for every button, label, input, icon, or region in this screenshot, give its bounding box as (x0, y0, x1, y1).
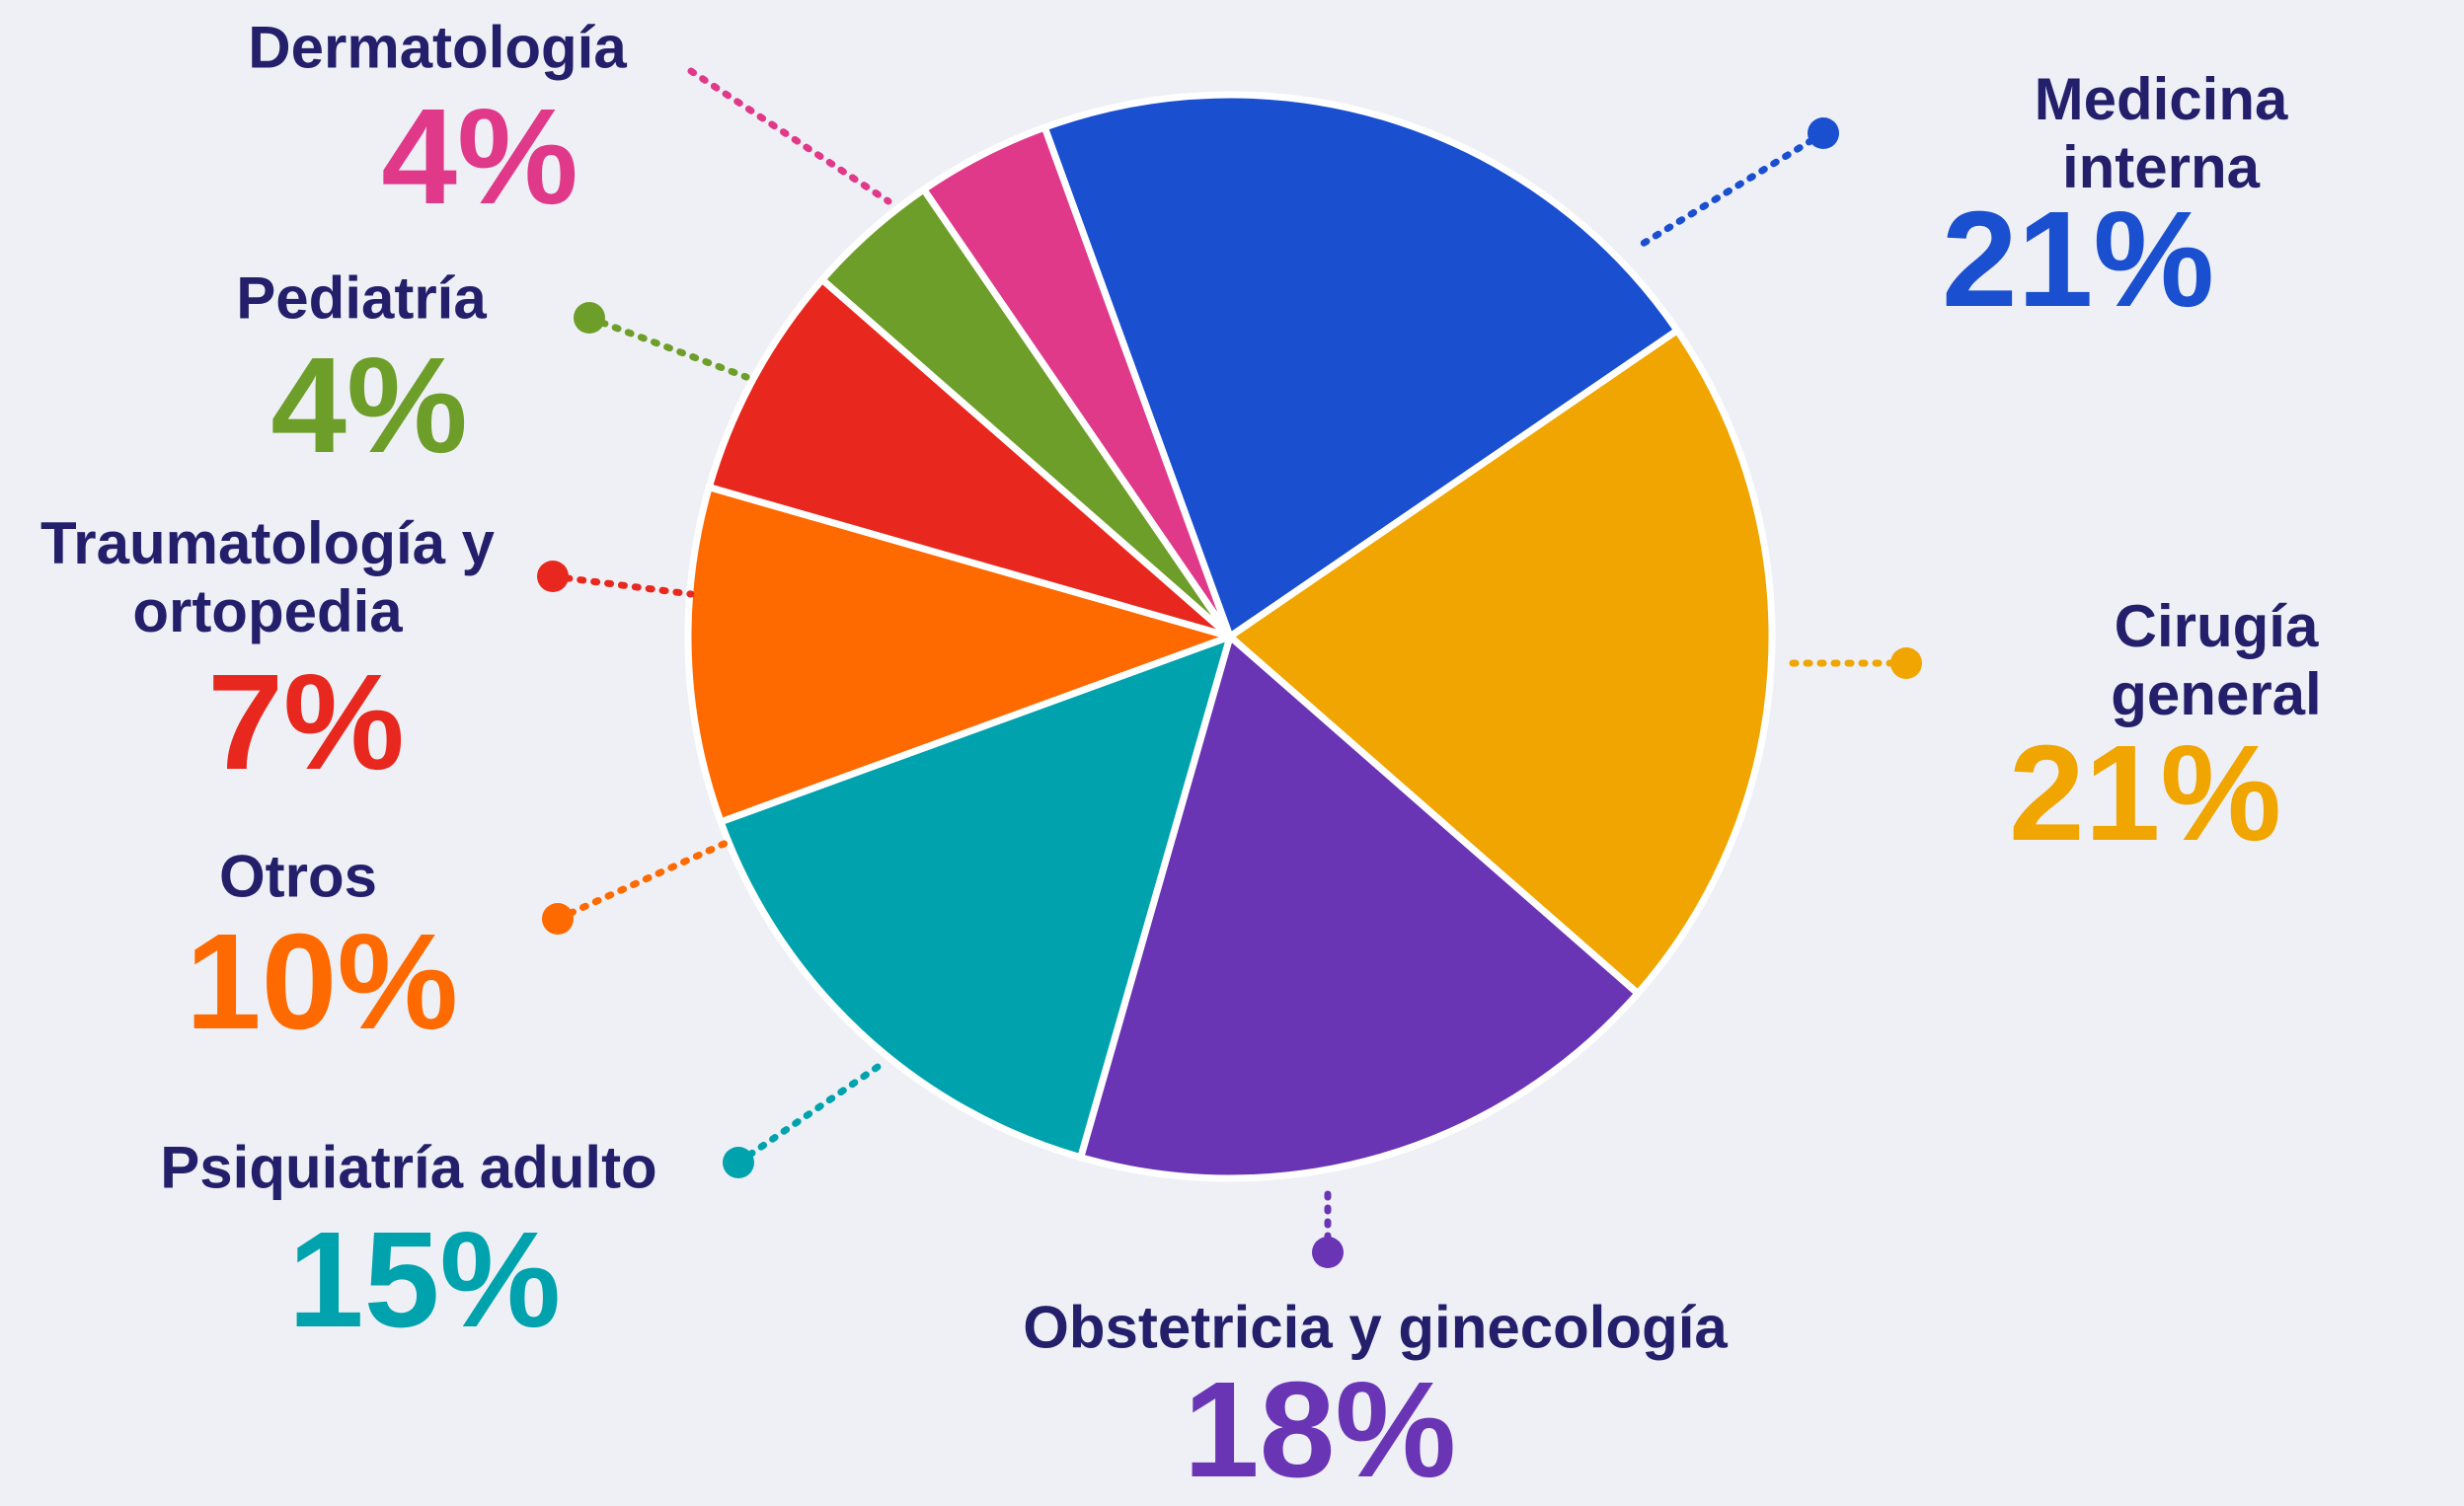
pie-slice (705, 275, 1234, 640)
leader-line (687, 67, 892, 205)
pie-slice (1077, 633, 1642, 1182)
value-label: 18% (1183, 1354, 1457, 1506)
value-label: 15% (287, 1204, 562, 1356)
leader-dot (1890, 647, 1922, 679)
value-label: 4% (270, 330, 468, 482)
leader-dot (542, 903, 574, 935)
value-label: 4% (381, 81, 578, 233)
value-label: 21% (2008, 717, 2282, 869)
leader-dot (574, 302, 605, 334)
leader-dot (537, 561, 569, 592)
value-label: 10% (185, 906, 459, 1058)
category-label: Psiquiatría adulto (160, 1134, 657, 1201)
pie-slice (920, 123, 1234, 640)
category-label: Medicina interna (2034, 66, 2288, 200)
pie-slice (684, 484, 1234, 826)
pie-slice (717, 633, 1234, 1162)
value-label: 21% (1941, 184, 2215, 336)
pie-slice (1040, 91, 1681, 640)
pie-slice (1226, 327, 1776, 998)
leader-line (734, 1061, 885, 1167)
leader-dot (1312, 1237, 1344, 1268)
category-label: Dermatología (248, 14, 627, 81)
leader-line (1639, 129, 1827, 248)
category-label: Cirugía general (2111, 593, 2322, 727)
leader-line (554, 837, 734, 923)
leader-line (585, 314, 750, 381)
leader-dot (723, 1147, 754, 1178)
category-label: Pediatría (236, 264, 487, 332)
category-label: Traumatología y ortopedia (39, 510, 496, 644)
value-label: 7% (207, 646, 405, 798)
leader-dot (1808, 117, 1839, 149)
leader-line (549, 572, 695, 598)
category-label: Otros (218, 843, 378, 910)
category-label: Obstetricia y ginecología (1023, 1294, 1728, 1361)
